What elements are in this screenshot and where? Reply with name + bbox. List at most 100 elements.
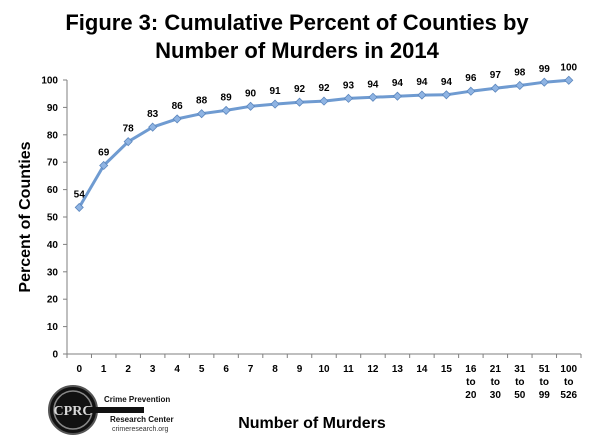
data-point bbox=[417, 90, 427, 100]
chart-title-line1: Figure 3: Cumulative Percent of Counties… bbox=[65, 10, 529, 35]
x-tick-label-line: 6 bbox=[223, 364, 229, 375]
x-tick-label: 31 to 50 bbox=[514, 364, 526, 401]
data-point bbox=[221, 105, 231, 115]
x-tick-label-line: to bbox=[540, 377, 549, 388]
y-tick-label: 100 bbox=[41, 76, 58, 87]
data-label: 96 bbox=[465, 73, 477, 84]
x-tick-label-line: 526 bbox=[560, 390, 577, 401]
x-tick-label: 8 bbox=[272, 364, 278, 375]
x-tick-label: 0 bbox=[76, 364, 82, 375]
y-tick-label: 70 bbox=[47, 158, 59, 169]
data-point bbox=[148, 122, 158, 132]
x-tick-label: 14 bbox=[416, 364, 428, 375]
logo-line2: Research Center bbox=[110, 415, 174, 424]
data-point bbox=[246, 101, 256, 111]
x-tick-label-line: 0 bbox=[76, 364, 82, 375]
data-label: 54 bbox=[74, 189, 86, 200]
x-tick-label-line: 100 bbox=[560, 364, 577, 375]
x-tick-label-line: 16 bbox=[465, 364, 477, 375]
x-tick-label-line: 51 bbox=[539, 364, 551, 375]
x-tick-label-line: 99 bbox=[539, 390, 551, 401]
x-tick-label: 100 to 526 bbox=[560, 364, 577, 401]
x-tick-label-line: 31 bbox=[514, 364, 526, 375]
x-tick-label-line: 7 bbox=[248, 364, 254, 375]
x-tick-label-line: 30 bbox=[490, 390, 502, 401]
data-label: 94 bbox=[441, 77, 453, 88]
x-tick-label-line: 10 bbox=[318, 364, 330, 375]
data-point bbox=[564, 75, 574, 85]
data-points bbox=[74, 75, 574, 212]
x-tick-label-line: 2 bbox=[125, 364, 131, 375]
data-label: 86 bbox=[172, 101, 184, 112]
x-tick-label-line: 13 bbox=[392, 364, 404, 375]
data-label: 92 bbox=[318, 83, 330, 94]
x-tick-label-line: 12 bbox=[367, 364, 379, 375]
x-tick-label-line: 20 bbox=[465, 390, 477, 401]
data-point bbox=[74, 202, 84, 212]
data-point bbox=[319, 96, 329, 106]
x-tick-label: 5 bbox=[199, 364, 205, 375]
data-label: 88 bbox=[196, 96, 208, 107]
logo-url: crimeresearch.org bbox=[112, 426, 169, 433]
data-label: 98 bbox=[514, 67, 526, 78]
chart-title-line2: Number of Murders in 2014 bbox=[155, 38, 439, 63]
data-point bbox=[172, 114, 182, 124]
x-tick-label-line: to bbox=[491, 377, 500, 388]
x-tick-label: 1 bbox=[101, 364, 107, 375]
data-point bbox=[515, 80, 525, 91]
data-label: 99 bbox=[539, 64, 551, 75]
x-tick-label-line: 15 bbox=[441, 364, 453, 375]
x-tick-label: 11 bbox=[343, 364, 354, 375]
x-tick-label: 7 bbox=[248, 364, 254, 375]
x-tick-label-line: 4 bbox=[174, 364, 180, 375]
logo-bar bbox=[88, 407, 144, 413]
data-point bbox=[270, 99, 280, 109]
data-point bbox=[197, 109, 207, 119]
x-tick-label-line: to bbox=[515, 377, 524, 388]
data-point bbox=[343, 93, 354, 103]
data-point bbox=[123, 137, 133, 147]
data-point bbox=[490, 83, 500, 93]
x-tick-label: 15 bbox=[441, 364, 453, 375]
x-tick-label-line: 5 bbox=[199, 364, 205, 375]
x-tick-label-line: 50 bbox=[514, 390, 526, 401]
data-label: 78 bbox=[123, 124, 135, 135]
y-tick-label: 10 bbox=[47, 322, 59, 333]
x-tick-label: 3 bbox=[150, 364, 156, 375]
data-label: 93 bbox=[343, 80, 355, 91]
y-ticks: 0 10 20 30 40 50 60 70 80 90 100 bbox=[41, 76, 67, 361]
x-tick-label: 16 to 20 bbox=[465, 364, 477, 401]
data-label: 91 bbox=[269, 86, 281, 97]
data-label: 92 bbox=[294, 84, 306, 95]
data-label: 69 bbox=[98, 147, 110, 158]
data-point bbox=[466, 86, 476, 96]
x-tick-label: 6 bbox=[223, 364, 229, 375]
logo-line1: Crime Prevention bbox=[104, 395, 170, 404]
x-tick-label: 10 bbox=[318, 364, 330, 375]
data-label: 89 bbox=[221, 92, 233, 103]
data-point bbox=[99, 160, 109, 171]
data-label: 100 bbox=[560, 62, 577, 73]
y-tick-label: 40 bbox=[47, 240, 59, 251]
x-tick-label-line: to bbox=[466, 377, 475, 388]
y-axis-title: Percent of Counties bbox=[17, 141, 34, 292]
y-tick-label: 90 bbox=[47, 103, 59, 114]
data-point bbox=[539, 77, 549, 87]
x-axis-title: Number of Murders bbox=[238, 415, 386, 432]
data-label: 90 bbox=[245, 88, 257, 99]
x-tick-label: 13 bbox=[392, 364, 404, 375]
x-tick-label-line: 9 bbox=[297, 364, 303, 375]
x-tick-label-line: 21 bbox=[490, 364, 502, 375]
x-tick-label-line: 8 bbox=[272, 364, 278, 375]
y-tick-label: 50 bbox=[47, 213, 59, 224]
x-tick-label-line: to bbox=[564, 377, 573, 388]
data-point bbox=[441, 90, 451, 100]
x-tick-label-line: 14 bbox=[416, 364, 428, 375]
data-point bbox=[294, 97, 305, 107]
x-tick-label: 4 bbox=[174, 364, 180, 375]
data-labels: 54 69 78 83 86 88 89 90 91 92 92 93 94 94 94 94 96 97 98 99… bbox=[74, 62, 578, 200]
data-point bbox=[368, 92, 378, 102]
data-label: 94 bbox=[416, 77, 428, 88]
